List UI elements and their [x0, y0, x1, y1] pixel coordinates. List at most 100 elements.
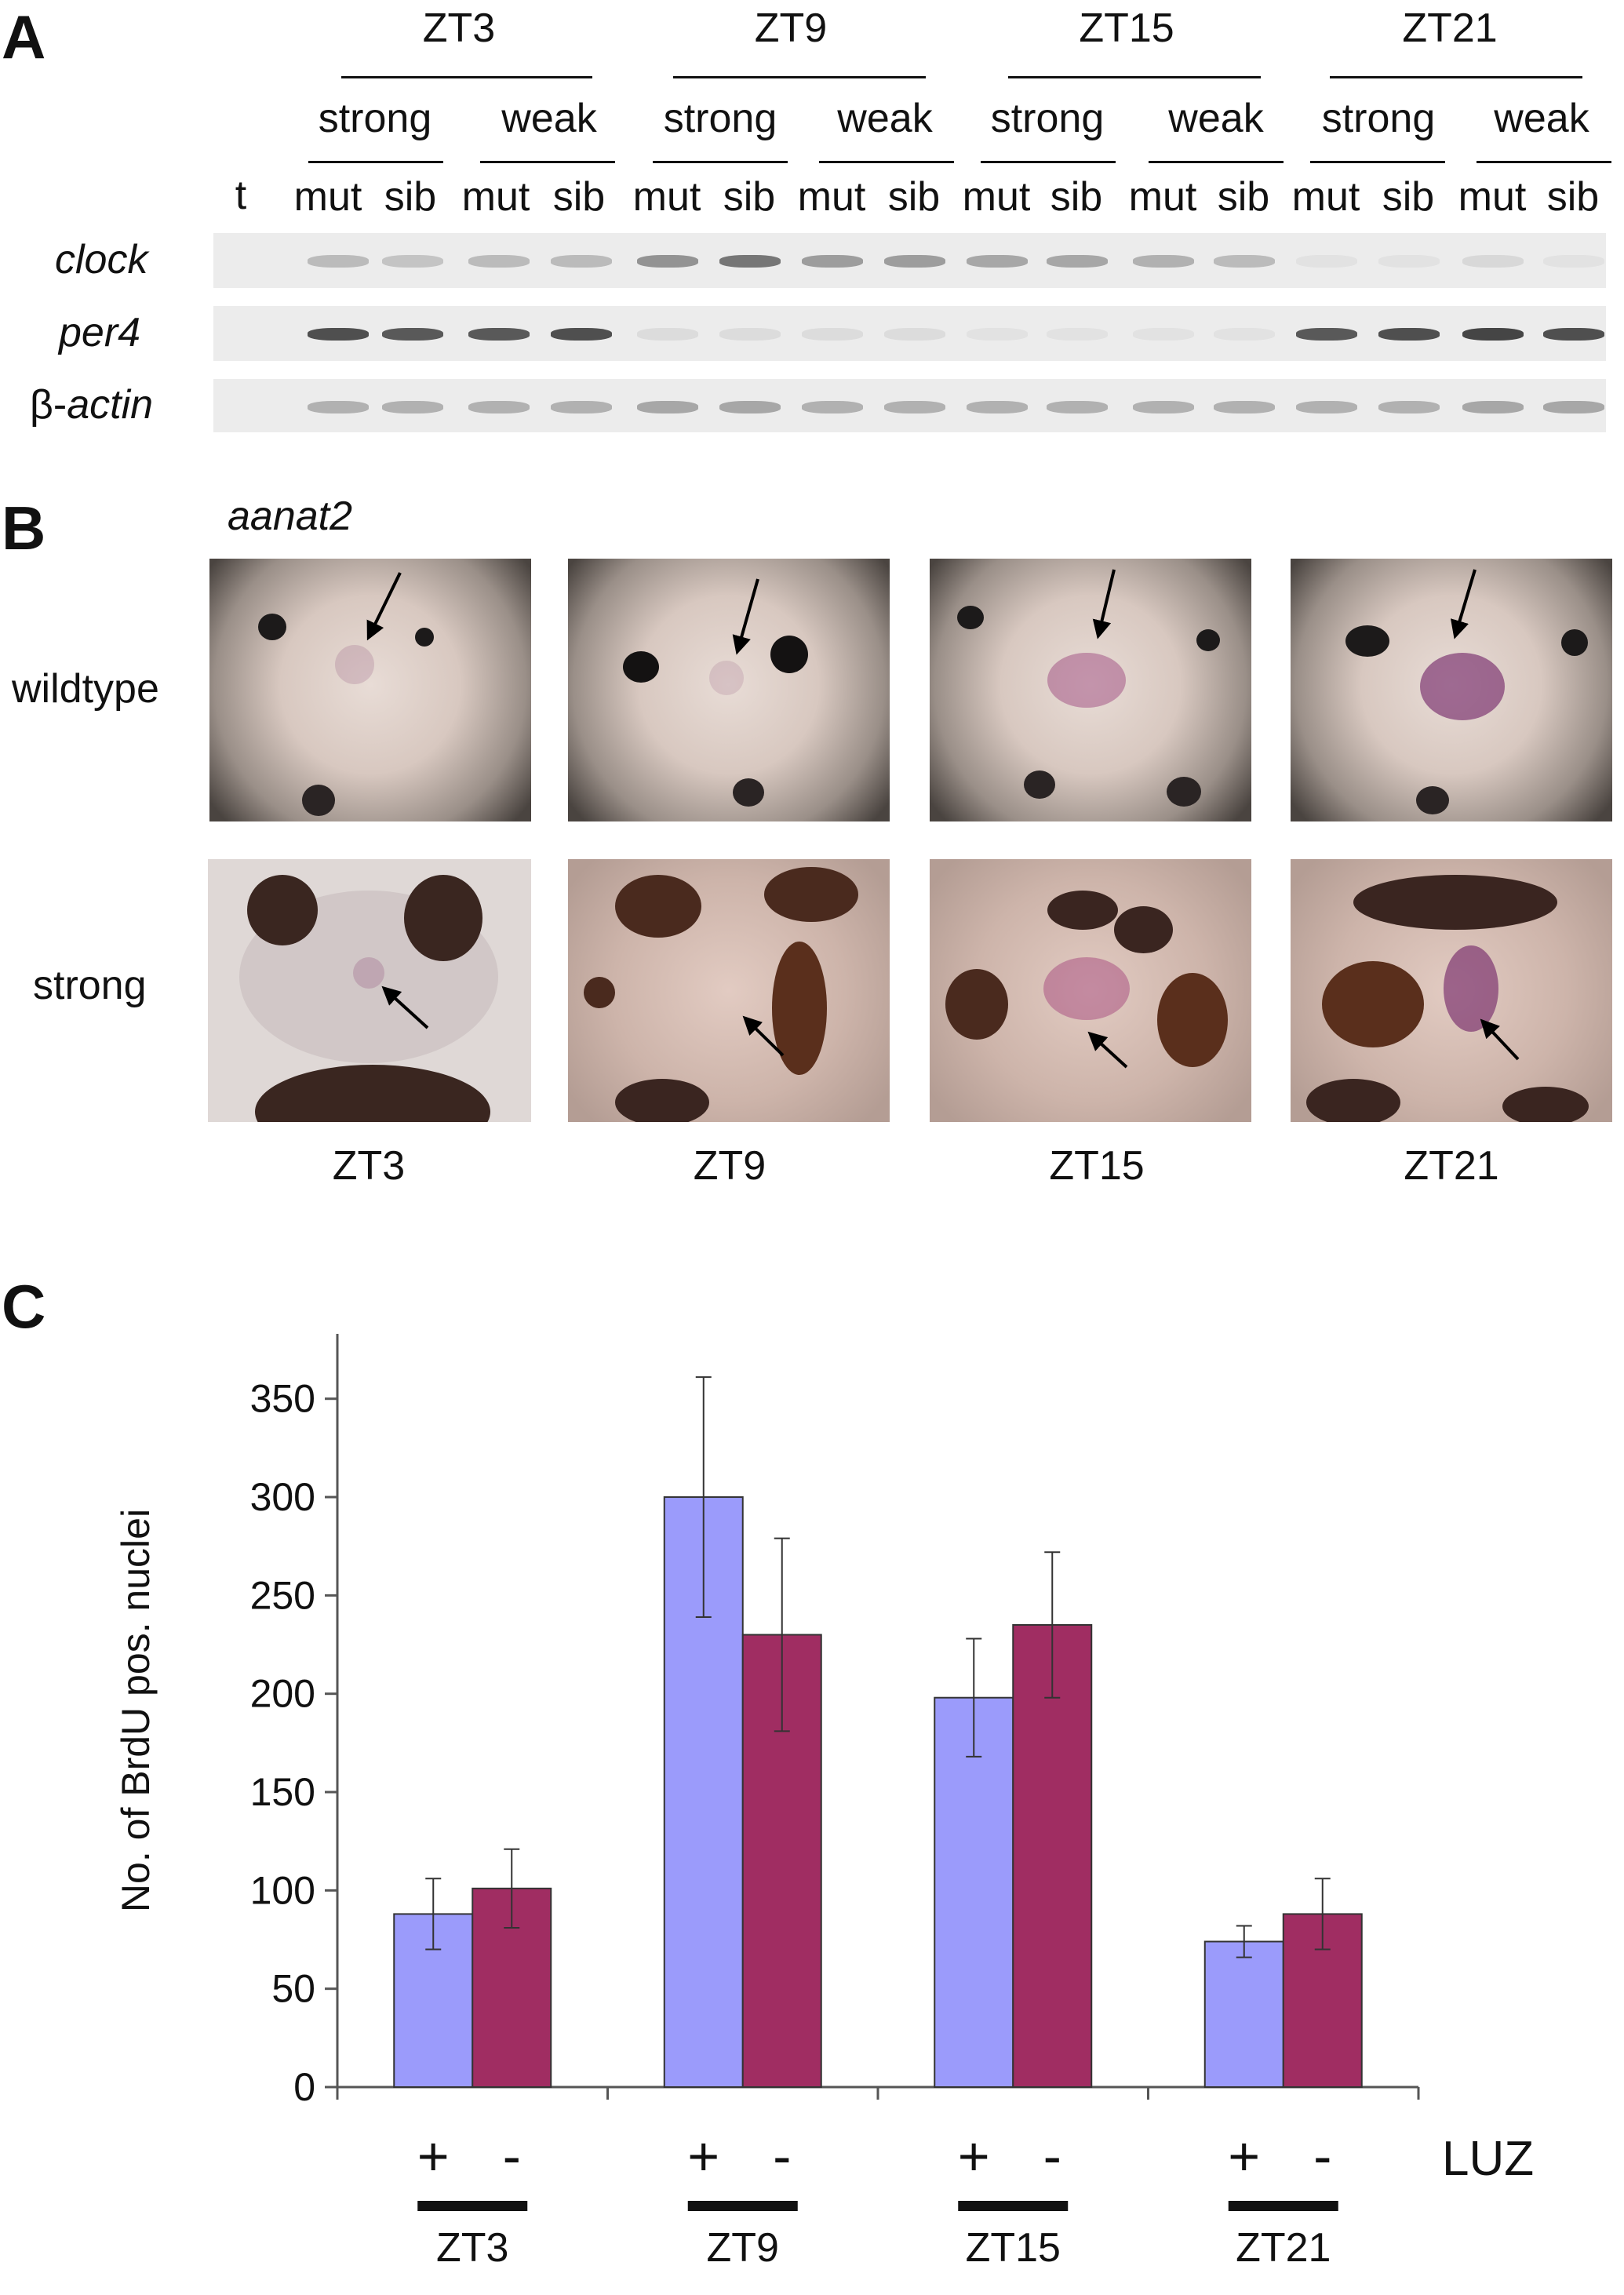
a-sib-4: sib: [887, 174, 941, 220]
blot-band: [884, 328, 945, 341]
blot-band: [1296, 255, 1357, 268]
y-tick-label: 350: [250, 1377, 315, 1421]
blot-band: [1047, 255, 1108, 268]
a-sib-8: sib: [1546, 174, 1600, 220]
a-mut-1: mut: [293, 174, 362, 220]
blot-band: [802, 255, 863, 268]
blot-band: [719, 401, 781, 413]
x-category-label: ZT3: [436, 2225, 508, 2271]
a-strain-line-8: [1477, 161, 1611, 163]
blot-band: [551, 255, 612, 268]
a-sib-1: sib: [384, 174, 437, 220]
a-strain-line-2: [480, 161, 615, 163]
panel-a-letter: A: [2, 2, 46, 71]
a-gene-actin: β-actin: [30, 382, 154, 428]
a-sib-7: sib: [1382, 174, 1435, 220]
blot-band: [1133, 401, 1194, 413]
a-zt21-line: [1330, 76, 1582, 78]
b-row-strong: strong: [33, 963, 147, 1008]
a-strain-line-7: [1310, 161, 1445, 163]
blot-band: [468, 401, 530, 413]
blot-band: [1214, 328, 1275, 341]
photo-strong-zt21: [1291, 859, 1612, 1122]
condition-symbol: -: [773, 2126, 791, 2187]
a-t-label: t: [235, 173, 247, 218]
condition-symbol: +: [1228, 2126, 1260, 2187]
a-strain-line-4: [819, 161, 954, 163]
blot-band: [551, 401, 612, 413]
a-weak-4: weak: [1494, 96, 1589, 141]
blot-band: [1047, 401, 1108, 413]
y-tick-label: 150: [250, 1770, 315, 1814]
a-sib-6: sib: [1217, 174, 1270, 220]
condition-symbol: +: [687, 2126, 719, 2187]
a-zt15-line: [1008, 76, 1261, 78]
blot-band: [1462, 255, 1524, 268]
y-axis-label: No. of BrdU pos. nuclei: [114, 1509, 158, 1912]
blot-band: [967, 328, 1028, 341]
blot-band: [802, 328, 863, 341]
bar-zt15-minus: [1012, 1623, 1093, 2088]
blot-band: [1462, 328, 1524, 341]
a-zt15-header: ZT15: [1079, 5, 1174, 51]
photo-wildtype-zt3: [209, 559, 531, 821]
blot-band: [308, 401, 369, 413]
panel-b-letter: B: [2, 494, 46, 563]
photo-wildtype-zt21: [1291, 559, 1612, 821]
timepoint-bar: [687, 2201, 798, 2211]
a-mut-8: mut: [1458, 174, 1527, 220]
x-category-label: ZT21: [1236, 2225, 1331, 2271]
blot-band: [1214, 255, 1275, 268]
a-strain-line-1: [308, 161, 443, 163]
a-zt3-line: [341, 76, 592, 78]
a-sib-2: sib: [552, 174, 606, 220]
timepoint-bar: [1228, 2201, 1338, 2211]
blot-band: [1543, 328, 1604, 341]
condition-symbol: +: [958, 2126, 990, 2187]
a-mut-2: mut: [461, 174, 530, 220]
y-tick-label: 250: [250, 1573, 315, 1617]
a-zt9-header: ZT9: [754, 5, 828, 51]
b-zt21-label: ZT21: [1404, 1143, 1499, 1189]
panel-c-letter: C: [2, 1272, 46, 1341]
a-strong-3: strong: [990, 96, 1105, 141]
blot-band: [382, 255, 443, 268]
blot-per4: [213, 306, 1606, 361]
a-strain-line-5: [981, 161, 1116, 163]
bar-chart: 0 50 100 150 200 250 300 350 No. of BrdU pos. n…: [114, 1334, 1534, 2271]
a-sib-3: sib: [723, 174, 776, 220]
photo-strong-zt3: [208, 859, 531, 1122]
b-gene-label: aanat2: [228, 494, 353, 539]
a-gene-per4: per4: [59, 310, 141, 355]
blot-band: [802, 401, 863, 413]
a-strong-2: strong: [663, 96, 777, 141]
photo-wildtype-zt9: [568, 559, 890, 821]
arrow-icon: [1087, 1031, 1128, 1069]
arrow-icon: [1092, 569, 1116, 639]
a-strong-4: strong: [1321, 96, 1436, 141]
blot-band: [719, 328, 781, 341]
bar-zt21-plus: [1203, 1940, 1284, 2088]
timepoint-bar: [958, 2201, 1069, 2211]
arrow-icon: [732, 578, 759, 655]
a-mut-3: mut: [632, 174, 701, 220]
blot-band: [967, 401, 1028, 413]
blot-band: [1296, 328, 1357, 341]
y-tick-label: 200: [250, 1672, 315, 1716]
a-zt9-line: [673, 76, 926, 78]
blot-band: [382, 328, 443, 341]
blot-band: [1296, 401, 1357, 413]
a-gene-clock: clock: [55, 237, 148, 282]
blot-band: [1047, 328, 1108, 341]
y-tick-label: 0: [293, 2065, 315, 2109]
condition-symbol: -: [1043, 2126, 1061, 2187]
a-mut-5: mut: [962, 174, 1031, 220]
blot-band: [1378, 255, 1440, 268]
b-row-wildtype: wildtype: [12, 666, 159, 712]
condition-symbol: -: [503, 2126, 521, 2187]
blot-band: [1378, 328, 1440, 341]
a-weak-1: weak: [501, 96, 597, 141]
a-weak-2: weak: [837, 96, 933, 141]
blot-band: [637, 328, 698, 341]
blot-actin: [213, 379, 1606, 432]
